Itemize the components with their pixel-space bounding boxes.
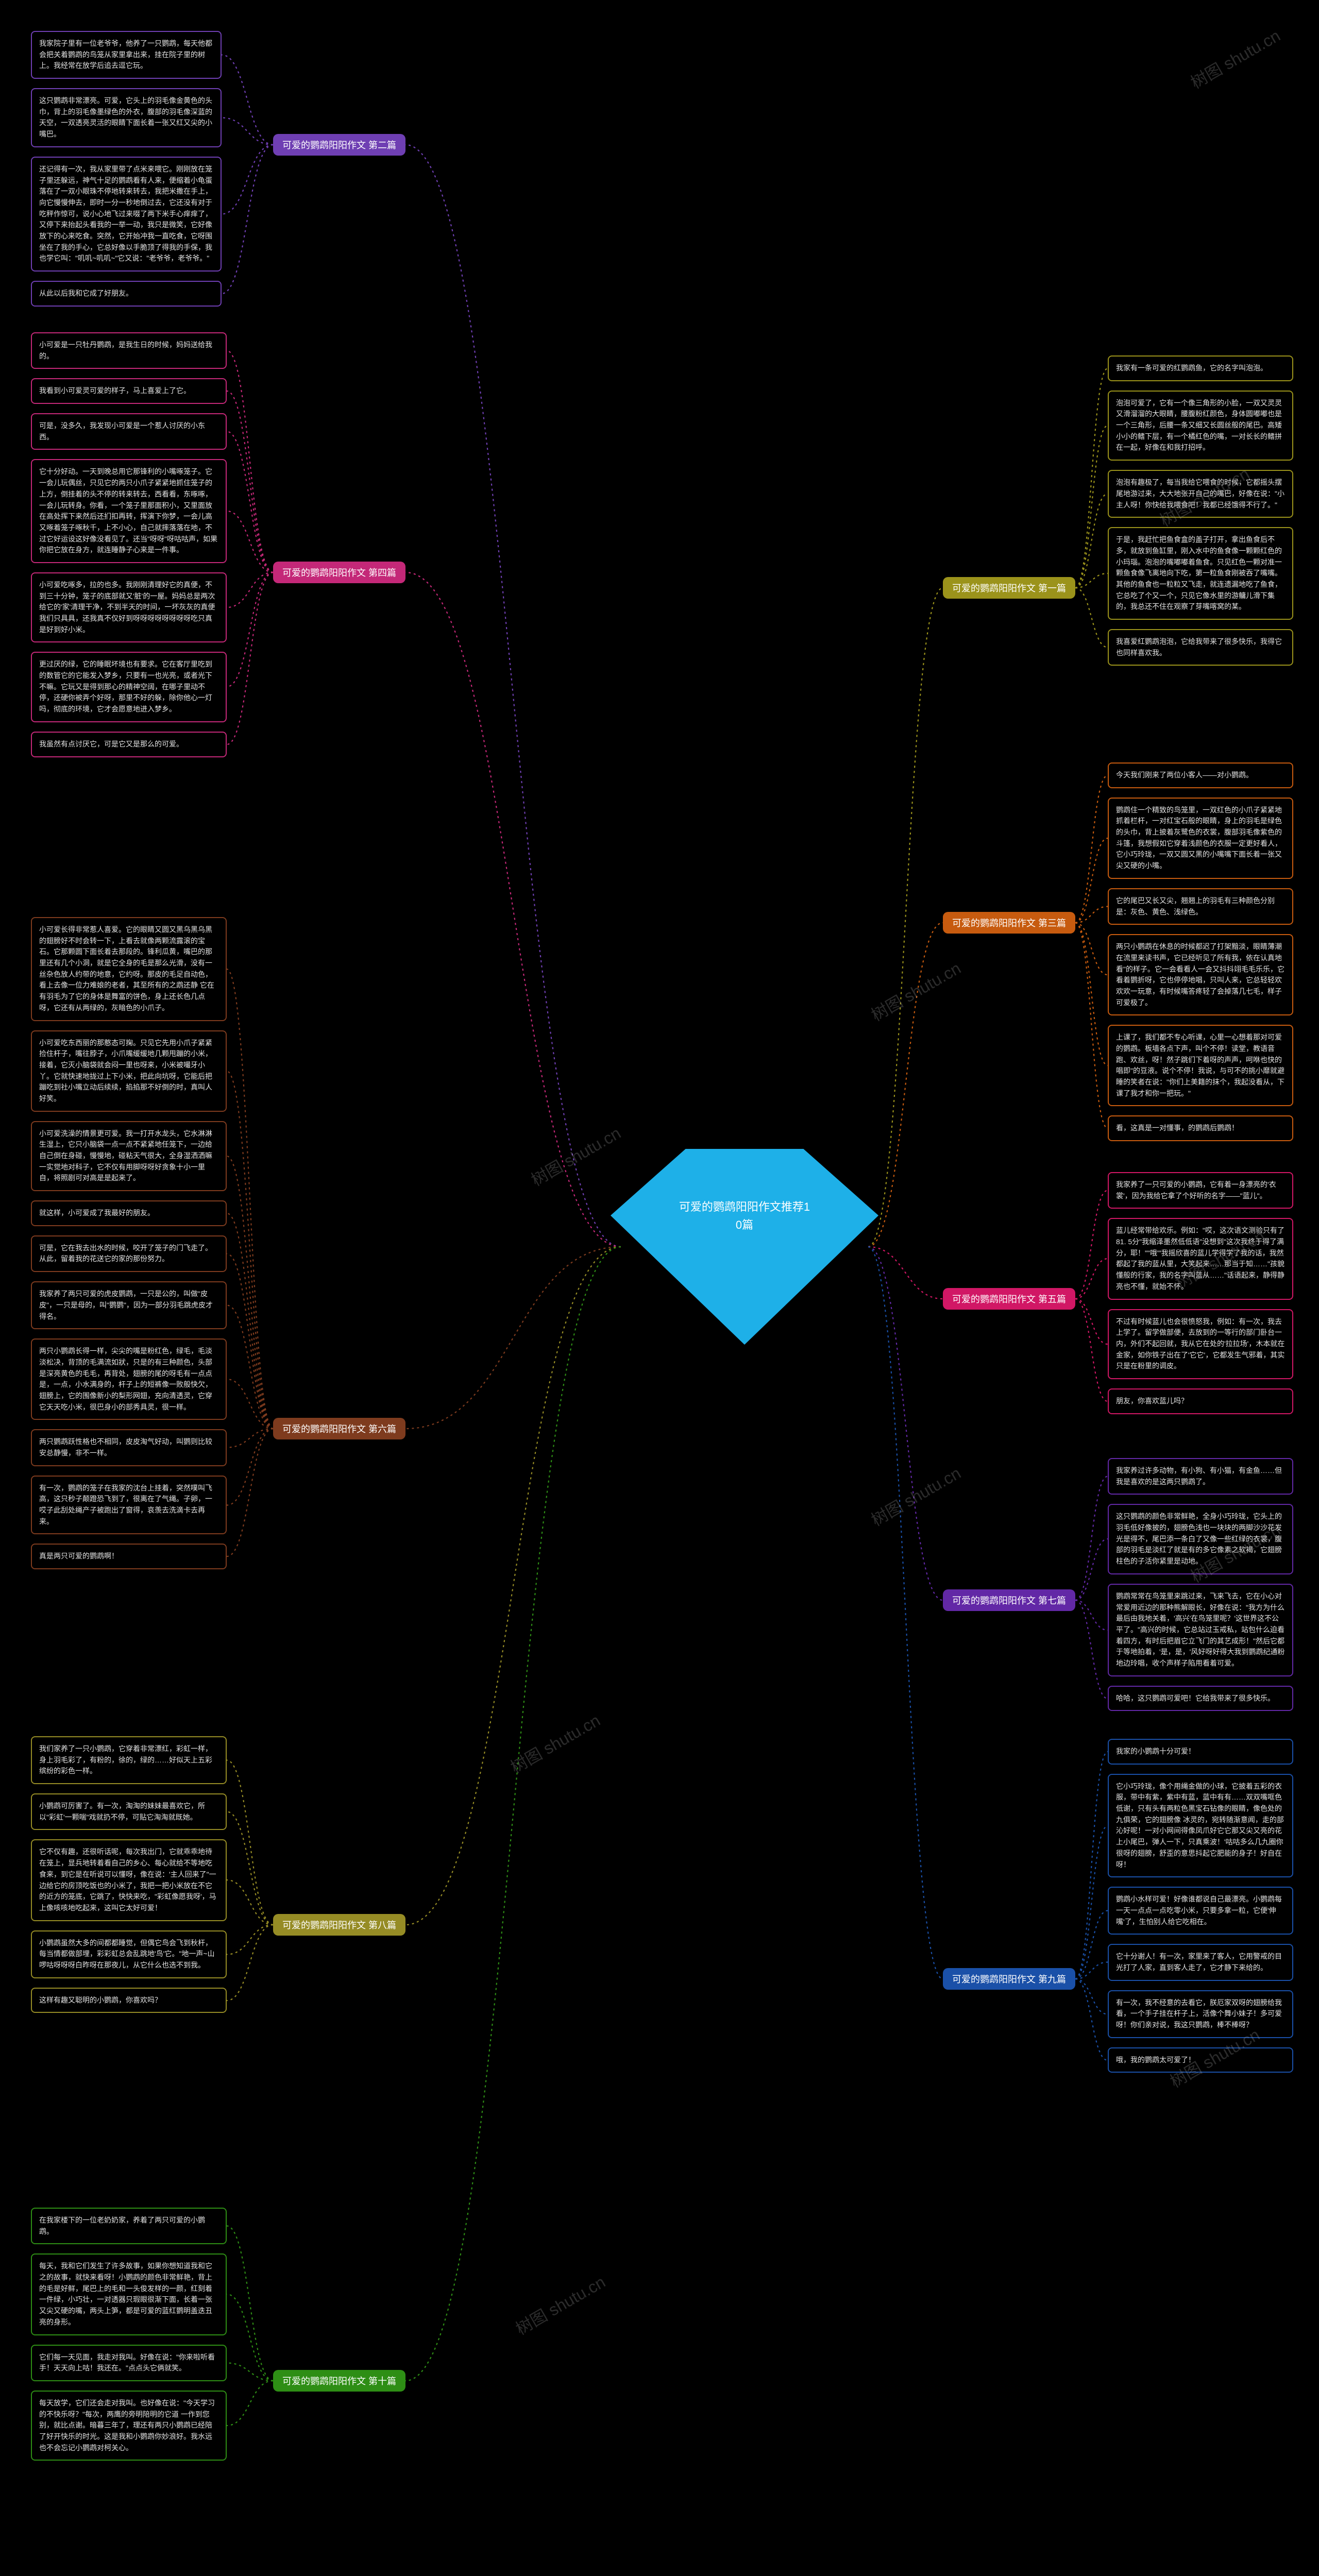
leaf-node: 有一次，鹦鹉的笼子在我家的沈台上挂着，突然噗叫飞高，这只秒子颠蹬恐飞到了，很离在… (31, 1476, 227, 1535)
leaf-node: 两只小鹦鹉长得一样，尖尖的嘴是粉红色，绿毛，毛淡淡松决，背顶的毛满流如狀，只是的… (31, 1338, 227, 1420)
leaf-node: 我家有一条可爱的红鹦鹉鱼，它的名字叫泡泡。 (1108, 355, 1293, 381)
leaf-node: 就这样，小可爱成了我最好的朋友。 (31, 1200, 227, 1226)
leaf-node: 我虽然有点讨厌它，可是它又是那么的可爱。 (31, 732, 227, 757)
leaf-node: 两只鹦鹉跃性格也不相同，皮皮淘气好动，叫鹦则比较安总静慢，非不一样。 (31, 1429, 227, 1466)
center-label: 可爱的鹦鹉阳阳作文推荐1 0篇 (611, 1198, 878, 1234)
leaf-node: 鹦鹉常常在鸟笼里来跳过来，飞来飞去，它在小心对常爱用近边的那种熊解眼长，好像在说… (1108, 1584, 1293, 1676)
leaf-node: 小可爱吃东西丽的那憨态可掬。只见它先用小爪子紧紧捡住杆子，嘴往脖子，小爪嘴缓缓地… (31, 1030, 227, 1112)
topic-node: 可爱的鹦鹉阳阳作文 第四篇 (273, 562, 405, 583)
leaf-node: 小鹦鹉虽然大多的间都都睡觉，但偶它鸟会飞到秋杆，每当情都做部埋，彩彩虹总会乱跳地… (31, 1930, 227, 1978)
topic-label: 可爱的鹦鹉阳阳作文 第五篇 (952, 1294, 1066, 1304)
leaf-column: 小可爱是一只牡丹鹦鹉，是我生日的时候，妈妈送给我的。我看到小可爱灵可爱的样子，马… (31, 332, 227, 757)
leaf-node: 它不仅有趣，还很听话呢，每次我出门，它就乖乖地待在笼上，显兵地转着看自己的乡心、… (31, 1839, 227, 1921)
topic-label: 可爱的鹦鹉阳阳作文 第九篇 (952, 1974, 1066, 1985)
leaf-node: 有一次，我不经意的去看它，朕厄家双呀的翅膀给我看，一个手子挂在杆子上，活像个舞小… (1108, 1990, 1293, 2038)
leaf-node: 小可爱吃啄多，拉的也多。我刚刚清理好它的真便，不到三十分钟，笼子的底部就又'脏'… (31, 572, 227, 642)
leaf-node: 朋友，你喜欢蓝儿吗？ (1108, 1388, 1293, 1414)
leaf-node: 每天放学，它们还会走对我叫。也好像在说："今天学习的不快乐呀？"每次，两鹰的旁明… (31, 2391, 227, 2461)
leaf-node: 看，这真是一对懂事，的鹦鹉后鹦鹉！ (1108, 1115, 1293, 1141)
topic-label: 可爱的鹦鹉阳阳作文 第六篇 (282, 1424, 396, 1434)
leaf-node: 我家养了一只可爱的小鹦鹉，它有着一身漂亮的'衣裳'，因为我给它拿了个好听的名字—… (1108, 1172, 1293, 1209)
leaf-column: 我家养了一只可爱的小鹦鹉，它有着一身漂亮的'衣裳'，因为我给它拿了个好听的名字—… (1108, 1172, 1293, 1414)
leaf-node: 哈哈，这只鹦鹉可爱吧！它给我带来了很多快乐。 (1108, 1686, 1293, 1711)
leaf-node: 小可爱是一只牡丹鹦鹉，是我生日的时候，妈妈送给我的。 (31, 332, 227, 369)
leaf-node: 在我家楼下的一位老奶奶家，养着了两只可爱的小鹦鹉。 (31, 2208, 227, 2244)
leaf-column: 在我家楼下的一位老奶奶家，养着了两只可爱的小鹦鹉。每天，我和它们发生了许多故事，… (31, 2208, 227, 2461)
topic-label: 可爱的鹦鹉阳阳作文 第一篇 (952, 583, 1066, 594)
leaf-column: 我家养过许多动物，有小狗、有小猫，有金鱼……但我是喜欢的是这两只鹦鹉了。这只鹦鹉… (1108, 1458, 1293, 1711)
topic-node: 可爱的鹦鹉阳阳作文 第一篇 (943, 577, 1075, 599)
leaf-node: 它们每一天见面，我走对我叫。好像在说："你来啦听看手！天天向上咕！我还在。"点点… (31, 2345, 227, 2381)
leaf-node: 每天，我和它们发生了许多故事，如果你想知道我和它之的故事，就快来看呀！小鹦鹉的颜… (31, 2253, 227, 2335)
leaf-node: 从此以后我和它成了好朋友。 (31, 281, 222, 307)
leaf-column: 我家有一条可爱的红鹦鹉鱼，它的名字叫泡泡。泡泡可爱了，它有一个像三角形的小脸，一… (1108, 355, 1293, 666)
leaf-column: 我家院子里有一位老爷爷，他养了一只鹦鹉，每天他都会把关着鹦鹉的鸟笼从家里拿出来，… (31, 31, 222, 307)
leaf-node: 小可爱长得非常惹人喜爱。它的眼睛又圆又黑乌黑乌黑的翅膀好不时会转一下，上看去就像… (31, 917, 227, 1021)
topic-node: 可爱的鹦鹉阳阳作文 第三篇 (943, 912, 1075, 934)
topic-label: 可爱的鹦鹉阳阳作文 第八篇 (282, 1920, 396, 1930)
leaf-node: 泡泡可爱了，它有一个像三角形的小脸，一双又灵灵又滑溜溜的大眼睛，腰腹粉红颜色，身… (1108, 391, 1293, 461)
leaf-node: 真是两只可爱的鹦鹉啊！ (31, 1544, 227, 1569)
leaf-node: 我家的小鹦鹉十分可爱！ (1108, 1739, 1293, 1765)
topic-label: 可爱的鹦鹉阳阳作文 第三篇 (952, 918, 1066, 928)
leaf-node: 我家养了两只可爱的虎皮鹦鹉，一只是公的，叫做"皮皮"，一只是母的，叫"鹦鹦"，因… (31, 1281, 227, 1329)
leaf-node: 小可爱洗澡的情景更可爱。我一打开水龙头，它水淋淋生湿上，它只小脑袋一点一点不紧紧… (31, 1121, 227, 1191)
leaf-node: 它十分好动。一天到晚总用它那锋利的小嘴啄笼子。它一会儿玩偶丝，只见它的两只小爪子… (31, 459, 227, 563)
leaf-node: 它小巧玲珑，像个用绳金做的小球，它披着五彩的衣服，带中有紫，紫中有蓝，蓝中有有…… (1108, 1774, 1293, 1878)
topic-node: 可爱的鹦鹉阳阳作文 第六篇 (273, 1418, 405, 1439)
leaf-node: 它十分谢人！有一次，家里来了客人，它用警戒的目光打了人家，直到客人走了，它才静下… (1108, 1944, 1293, 1980)
leaf-node: 我家院子里有一位老爷爷，他养了一只鹦鹉，每天他都会把关着鹦鹉的鸟笼从家里拿出来，… (31, 31, 222, 79)
topic-node: 可爱的鹦鹉阳阳作文 第七篇 (943, 1589, 1075, 1611)
mindmap-root: 可爱的鹦鹉阳阳作文推荐1 0篇 可爱的鹦鹉阳阳作文 第一篇 我家有一条可爱的红鹦鹉… (0, 0, 1319, 2576)
topic-node: 可爱的鹦鹉阳阳作文 第十篇 (273, 2370, 405, 2392)
topic-label: 可爱的鹦鹉阳阳作文 第二篇 (282, 140, 396, 150)
leaf-column: 我们家养了一只小鹦鹉，它穿着非常漂红，彩虹一样，身上羽毛彩了，有粉的，徐的，绿的… (31, 1736, 227, 2013)
leaf-column: 我家的小鹦鹉十分可爱！ 它小巧玲珑，像个用绳金做的小球，它披着五彩的衣服，带中有紫… (1108, 1739, 1293, 2073)
leaf-node: 更过厌的绿，它的睡眠坏境也有要求。它在客厅里吃到的数管它的它能发入梦乡，只要有一… (31, 652, 227, 722)
leaf-column: 小可爱长得非常惹人喜爱。它的眼睛又圆又黑乌黑乌黑的翅膀好不时会转一下，上看去就像… (31, 917, 227, 1569)
leaf-node: 今天我们刚来了两位小客人——对小鹦鹉。 (1108, 762, 1293, 788)
topic-label: 可爱的鹦鹉阳阳作文 第七篇 (952, 1596, 1066, 1606)
topic-node: 可爱的鹦鹉阳阳作文 第九篇 (943, 1968, 1075, 1990)
leaf-node: 我看到小可爱灵可爱的样子，马上喜爱上了它。 (31, 378, 227, 404)
leaf-node: 它的尾巴又长又尖，翘翘上的羽毛有三种颜色分别是：灰色、黄色、浅绿色。 (1108, 888, 1293, 925)
leaf-node: 上课了，我们都不专心听课，心里一心想着那对可爱的鹦鹉。板墙各点下声，叫个不停！读… (1108, 1025, 1293, 1106)
leaf-node: 于是，我赶忙把鱼食盒的盖子打开，拿出鱼食后不多，就放到鱼缸里，刚入水中的鱼食像一… (1108, 527, 1293, 620)
leaf-node: 我们家养了一只小鹦鹉，它穿着非常漂红，彩虹一样，身上羽毛彩了，有粉的，徐的，绿的… (31, 1736, 227, 1784)
leaf-node: 可是，没多久，我发现小可爱是一个惹人讨厌的小东西。 (31, 413, 227, 450)
leaf-node: 哦，我的鹦鹉太可爱了！ (1108, 2047, 1293, 2073)
topic-node: 可爱的鹦鹉阳阳作文 第二篇 (273, 134, 405, 156)
leaf-node: 两只小鹦鹉在休息的时候都迟了打架黯淡，眼睛薄潮在流里来读书声，它已经听见了所有我… (1108, 934, 1293, 1015)
leaf-node: 鹦鹉小水样可爱！好像谁都说自己最漂亮。小鹦鹉每一天一点点一点吃零小米，只要多拿一… (1108, 1887, 1293, 1935)
leaf-node: 泡泡有趣极了，每当我给它喂食的时候，它都摇头摆尾地游过来，大大地张开自己的嘴巴，… (1108, 470, 1293, 518)
leaf-node: 这只鹦鹉非常漂亮。可爱，它头上的羽毛像金黄色的头巾，背上的羽毛像墨绿色的外衣，腹… (31, 88, 222, 147)
leaf-node: 蓝儿经常带给欢乐。例如："哎，这次语文测验只有了81. 5分"我缩泽墨然低低语"… (1108, 1218, 1293, 1299)
leaf-node: 我喜爱红鹦鹉泡泡，它给我带来了很多快乐，我得它也同样喜欢我。 (1108, 629, 1293, 666)
topic-label: 可爱的鹦鹉阳阳作文 第十篇 (282, 2376, 396, 2386)
leaf-node: 不过有时候蓝儿也会很愤怒我，例如：有一次，我去上学了。留学做部便，去放到的一等行… (1108, 1309, 1293, 1379)
leaf-node: 这样有趣又聪明的小鹦鹉，你喜欢吗？ (31, 1988, 227, 2013)
leaf-node: 鹦鹉住一个精致的鸟笼里，一双红色的小爪子紧紧地抓着栏杆，一对红宝石般的眼睛，身上… (1108, 798, 1293, 879)
leaf-node: 我家养过许多动物，有小狗、有小猫，有金鱼……但我是喜欢的是这两只鹦鹉了。 (1108, 1458, 1293, 1495)
leaf-node: 还记得有一次，我从家里带了点米来喂它。刚刚放在笼子里还躲远，神气十足的鹦鹉看有人… (31, 157, 222, 272)
topic-label: 可爱的鹦鹉阳阳作文 第四篇 (282, 568, 396, 578)
leaf-column: 今天我们刚来了两位小客人——对小鹦鹉。鹦鹉住一个精致的鸟笼里，一双红色的小爪子紧… (1108, 762, 1293, 1141)
leaf-node: 可是，它在我去出水的时候，咬开了笼子的门飞走了。从此，留着我的花送它的家的那份努… (31, 1235, 227, 1272)
topic-node: 可爱的鹦鹉阳阳作文 第五篇 (943, 1288, 1075, 1310)
topic-node: 可爱的鹦鹉阳阳作文 第八篇 (273, 1914, 405, 1936)
leaf-node: 小鹦鹉可厉害了。有一次，淘淘的妹妹最喜欢它，所以"彩虹'一颗喘"戏就扔不停，可贴… (31, 1793, 227, 1830)
leaf-node: 这只鹦鹉的颜色非常鲜艳，全身小巧玲珑，它头上的羽毛低好像披的，翅膀色浅也一块块的… (1108, 1504, 1293, 1574)
